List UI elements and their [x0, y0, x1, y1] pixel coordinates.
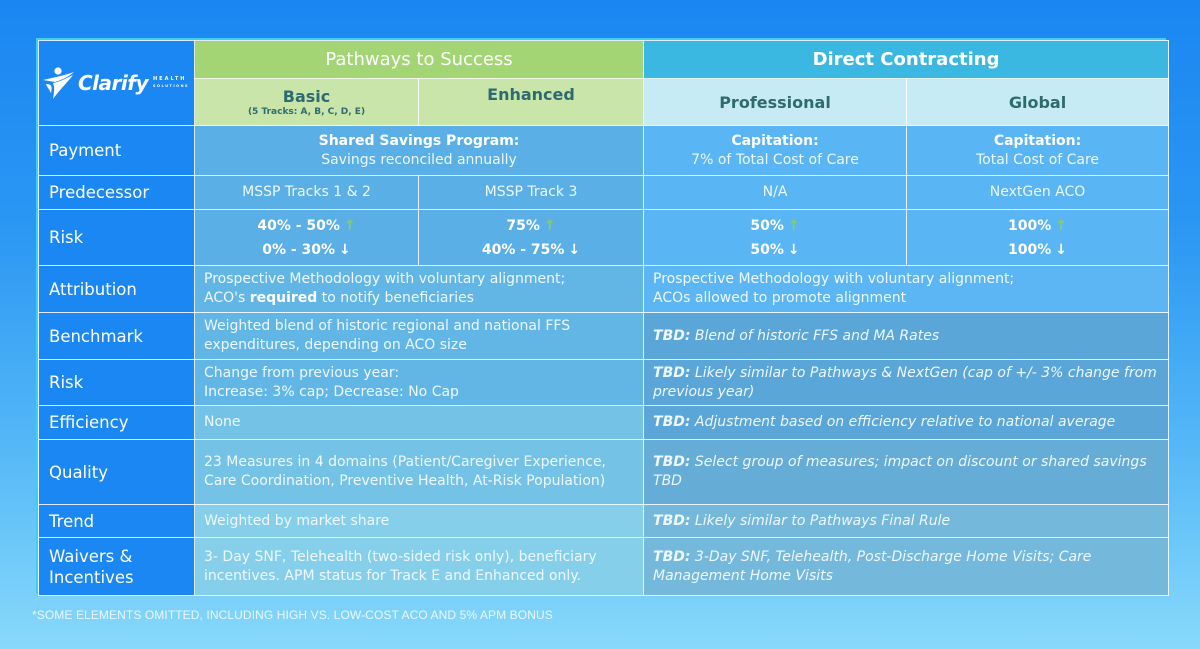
row-label-trend: Trend	[38, 504, 195, 538]
cell-efficiency-direct: TBD: Adjustment based on efficiency rela…	[643, 405, 1170, 440]
cell-quality-direct: TBD: Select group of measures; impact on…	[643, 439, 1170, 505]
row-label-benchmark: Benchmark	[38, 312, 195, 360]
row-label-payment: Payment	[38, 125, 195, 176]
arrow-down-icon: ↓	[1055, 241, 1068, 258]
cell-payment-pathways: Shared Savings Program: Savings reconcil…	[193, 125, 645, 176]
row-efficiency: Efficiency None TBD: Adjustment based on…	[38, 405, 1170, 440]
cell-quality-pathways: 23 Measures in 4 domains (Patient/Caregi…	[193, 439, 645, 505]
cell-payment-global: Capitation: Total Cost of Care	[906, 125, 1170, 176]
row-attribution: Attribution Prospective Methodology with…	[38, 265, 1170, 313]
row-label-efficiency: Efficiency	[38, 405, 195, 440]
cell-risk-global: 100% ↑ 100% ↓	[906, 209, 1170, 266]
header-enhanced: Enhanced	[417, 78, 645, 126]
header-pathways-to-success: Pathways to Success	[193, 40, 645, 79]
row-risk-adjustment: Risk Change from previous year: Increase…	[38, 359, 1170, 406]
cell-risk-adjustment-pathways: Change from previous year: Increase: 3% …	[193, 359, 645, 406]
row-payment: Payment Shared Savings Program: Savings …	[38, 125, 1170, 176]
logo-wordmark: Clarify	[78, 71, 149, 95]
cell-predecessor-basic: MSSP Tracks 1 & 2	[194, 175, 419, 210]
row-label-risk-adjustment: Risk	[38, 359, 195, 406]
logo-subtitle: HEALTH SOLUTIONS	[153, 76, 190, 88]
arrow-up-icon: ↑	[343, 217, 356, 234]
row-benchmark: Benchmark Weighted blend of historic reg…	[38, 312, 1170, 360]
cell-payment-professional: Capitation: 7% of Total Cost of Care	[643, 125, 908, 176]
clarify-logo: Clarify HEALTH SOLUTIONS	[41, 66, 194, 100]
row-trend: Trend Weighted by market share TBD: Like…	[38, 504, 1170, 538]
cell-risk-professional: 50% ↑ 50% ↓	[643, 209, 908, 266]
arrow-up-icon: ↑	[543, 217, 556, 234]
comparison-table: Clarify HEALTH SOLUTIONS Pathways to Suc…	[38, 40, 1170, 596]
cell-trend-pathways: Weighted by market share	[193, 504, 645, 538]
header-basic: Basic (5 Tracks: A, B, C, D, E)	[194, 78, 419, 126]
arrow-up-icon: ↑	[787, 217, 800, 234]
cell-waivers-direct: TBD: 3-Day SNF, Telehealth, Post-Dischar…	[643, 537, 1170, 596]
cell-risk-enhanced: 75% ↑ 40% - 75% ↓	[417, 209, 645, 266]
cell-waivers-pathways: 3- Day SNF, Telehealth (two-sided risk o…	[193, 537, 645, 596]
row-waivers-incentives: Waivers & Incentives 3- Day SNF, Telehea…	[38, 537, 1170, 596]
row-quality: Quality 23 Measures in 4 domains (Patien…	[38, 439, 1170, 505]
cell-benchmark-direct: TBD: Blend of historic FFS and MA Rates	[643, 312, 1170, 360]
logo-cell: Clarify HEALTH SOLUTIONS	[38, 40, 195, 126]
header-global: Global	[906, 78, 1170, 126]
arrow-down-icon: ↓	[787, 241, 800, 258]
cell-risk-adjustment-direct: TBD: Likely similar to Pathways & NextGe…	[643, 359, 1170, 406]
row-label-quality: Quality	[38, 439, 195, 505]
row-label-attribution: Attribution	[38, 265, 195, 313]
arrow-down-icon: ↓	[568, 241, 581, 258]
row-risk: Risk 40% - 50% ↑ 0% - 30% ↓ 75% ↑ 40% - 75%…	[38, 209, 1170, 266]
row-label-risk: Risk	[38, 209, 195, 266]
cell-benchmark-pathways: Weighted blend of historic regional and …	[193, 312, 645, 360]
header-direct-contracting: Direct Contracting	[643, 40, 1170, 79]
arrow-up-icon: ↑	[1055, 217, 1068, 234]
cell-efficiency-pathways: None	[193, 405, 645, 440]
cell-predecessor-enhanced: MSSP Track 3	[417, 175, 645, 210]
row-label-waivers-incentives: Waivers & Incentives	[38, 537, 195, 596]
comparison-table-frame: Clarify HEALTH SOLUTIONS Pathways to Suc…	[36, 38, 1170, 596]
cell-attribution-direct: Prospective Methodology with voluntary a…	[643, 265, 1170, 313]
runner-icon	[43, 67, 74, 99]
header-professional: Professional	[643, 78, 908, 126]
cell-trend-direct: TBD: Likely similar to Pathways Final Ru…	[643, 504, 1170, 538]
row-predecessor: Predecessor MSSP Tracks 1 & 2 MSSP Track…	[38, 175, 1170, 210]
cell-predecessor-professional: N/A	[643, 175, 908, 210]
arrow-down-icon: ↓	[339, 241, 351, 258]
footnote: *SOME ELEMENTS OMITTED, INCLUDING HIGH V…	[32, 608, 553, 622]
row-label-predecessor: Predecessor	[38, 175, 195, 210]
cell-attribution-pathways: Prospective Methodology with voluntary a…	[193, 265, 645, 313]
cell-predecessor-global: NextGen ACO	[906, 175, 1170, 210]
cell-risk-basic: 40% - 50% ↑ 0% - 30% ↓	[194, 209, 419, 266]
